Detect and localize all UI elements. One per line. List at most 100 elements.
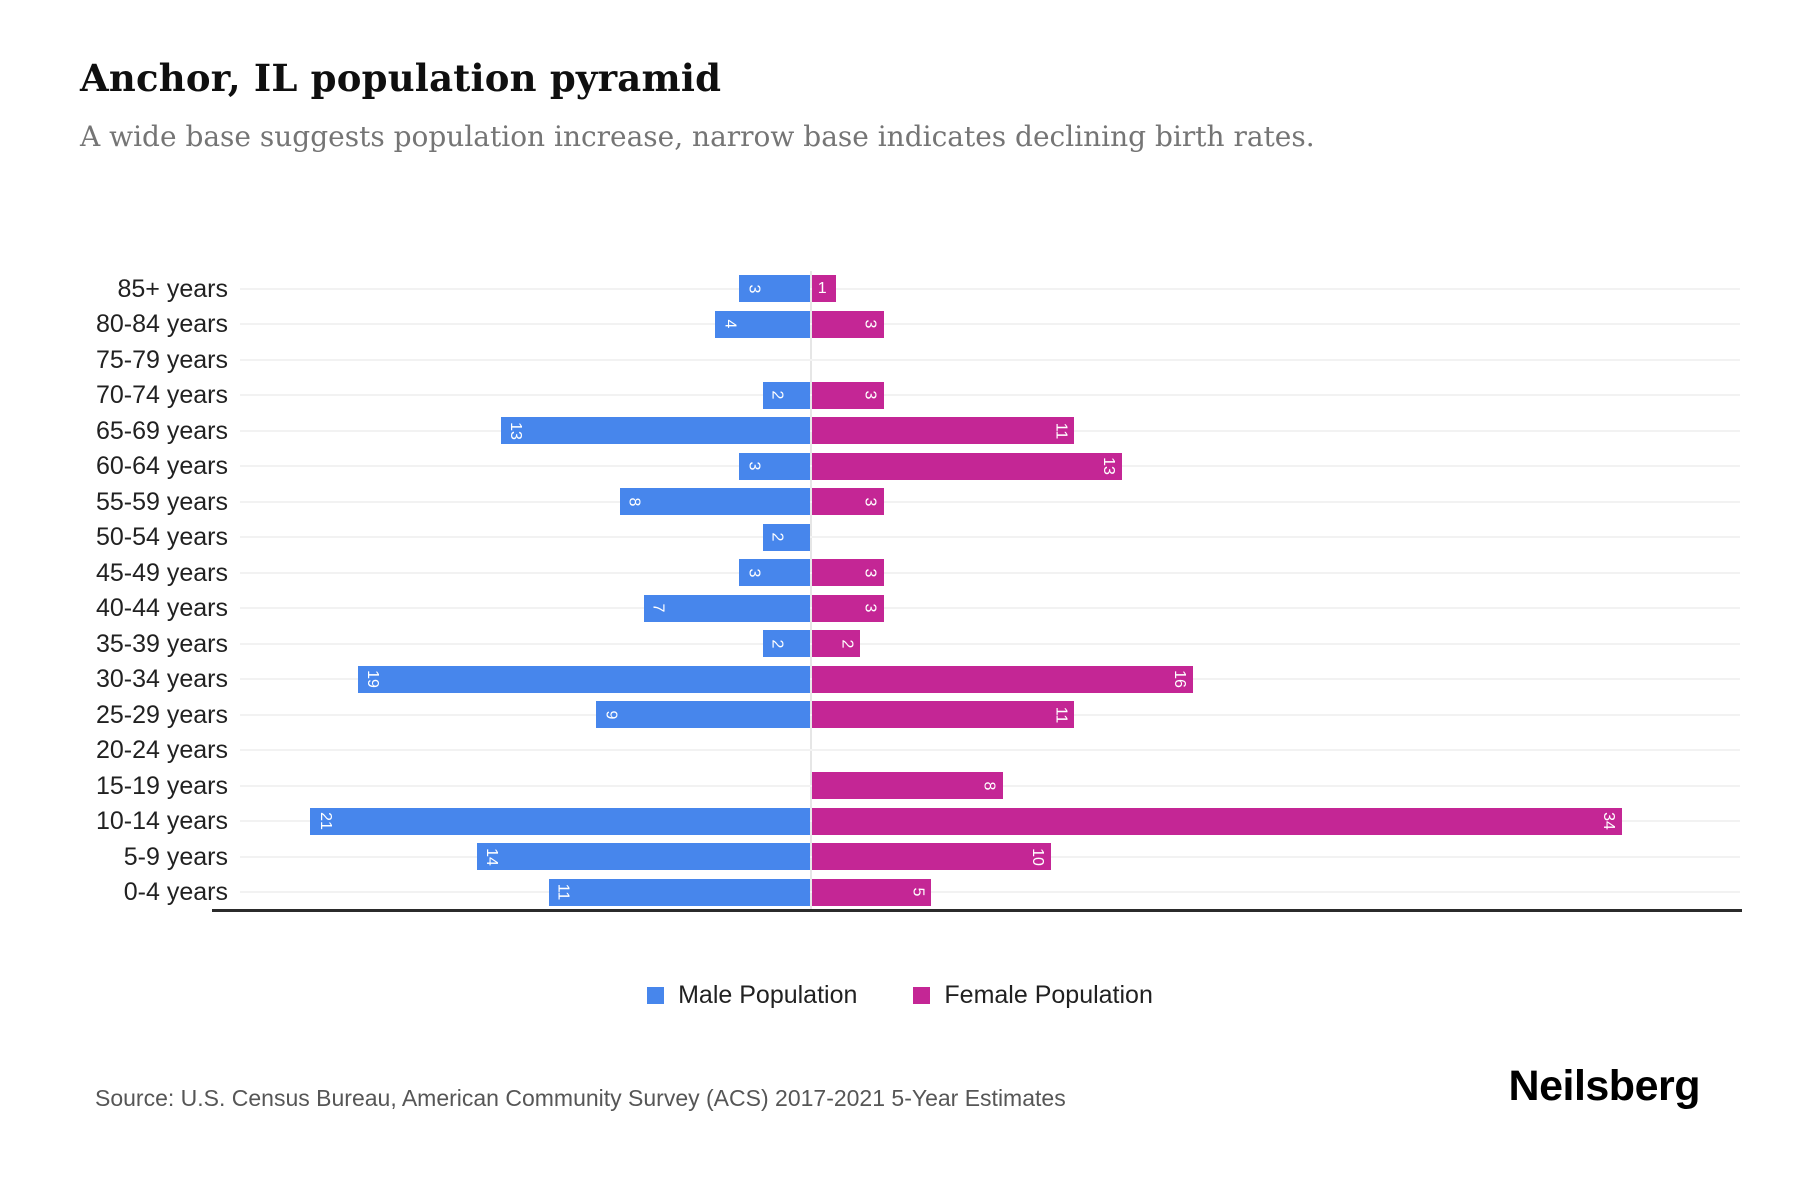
bar-female[interactable]: 3 — [812, 594, 884, 622]
male-legend-label: Male Population — [678, 981, 858, 1009]
bar-value-label: 5 — [909, 887, 927, 897]
bar-female[interactable]: 10 — [812, 843, 1051, 871]
bar-value-label: 14 — [483, 847, 501, 866]
y-axis-label: 65-69 years — [95, 416, 228, 445]
bar-male[interactable]: 3 — [739, 559, 811, 587]
bar-value-label: 3 — [745, 284, 762, 294]
bar-male[interactable]: 13 — [500, 417, 811, 445]
bar-value-label: 13 — [1099, 457, 1117, 476]
row-gridline — [240, 749, 1740, 752]
bar-female[interactable]: 3 — [812, 488, 884, 516]
bar-female[interactable]: 34 — [812, 807, 1622, 835]
page-subtitle: A wide base suggests population increase… — [80, 120, 1315, 153]
bar-value-label: 2 — [838, 639, 856, 649]
zero-gridline — [810, 271, 813, 910]
row-gridline — [240, 607, 1740, 610]
row-gridline — [240, 394, 1740, 397]
y-axis-label: 70-74 years — [95, 381, 228, 410]
row-gridline — [240, 358, 1740, 361]
bar-male[interactable]: 2 — [762, 630, 811, 658]
bar-male[interactable]: 4 — [715, 310, 811, 338]
x-axis-baseline — [212, 909, 1742, 912]
bar-value-label: 19 — [364, 670, 382, 689]
bar-value-label: 10 — [1028, 847, 1046, 866]
legend: Male Population Female Population — [0, 981, 1800, 1010]
y-axis-label: 10-14 years — [95, 807, 228, 836]
bar-male[interactable]: 11 — [548, 878, 811, 906]
y-axis-label: 85+ years — [117, 274, 229, 303]
bar-value-label: 11 — [1052, 706, 1070, 724]
bar-male[interactable]: 2 — [762, 381, 811, 409]
bar-value-label: 3 — [861, 390, 879, 400]
bar-female[interactable]: 3 — [812, 381, 884, 409]
plot-area: 3 1 4 3 2 3 13 11 3 13 8 3 2 3 3 7 3 2 2 19 16 9 11 8 21 34 14 10 11… — [212, 271, 1742, 912]
bar-value-label: 21 — [316, 812, 334, 831]
bar-value-label: 11 — [554, 883, 572, 901]
source-note: Source: U.S. Census Bureau, American Com… — [95, 1085, 1066, 1111]
row-gridline — [240, 571, 1740, 574]
y-axis-label: 0-4 years — [123, 878, 228, 907]
legend-item-female: Female Population — [913, 981, 1153, 1010]
bar-value-label: 7 — [649, 603, 667, 613]
bar-value-label: 3 — [861, 603, 879, 613]
bar-male[interactable]: 9 — [596, 701, 811, 729]
bar-value-label: 3 — [861, 568, 879, 578]
bar-female[interactable]: 11 — [812, 701, 1075, 729]
neilsberg-logo: Neilsberg — [1508, 1062, 1701, 1110]
y-axis-label: 35-39 years — [95, 629, 228, 658]
y-axis-label: 30-34 years — [95, 665, 228, 694]
bar-female[interactable]: 13 — [812, 452, 1122, 480]
y-axis-label: 60-64 years — [95, 452, 228, 481]
bar-value-label: 3 — [745, 461, 762, 471]
bar-value-label: 8 — [980, 781, 998, 791]
bar-value-label: 8 — [625, 497, 643, 507]
bar-female[interactable]: 16 — [812, 665, 1194, 693]
bar-value-label: 9 — [602, 710, 620, 720]
male-legend-swatch — [647, 987, 665, 1004]
row-gridline — [240, 323, 1740, 326]
bar-value-label: 2 — [768, 639, 786, 649]
legend-item-male: Male Population — [647, 981, 857, 1010]
bar-female[interactable]: 2 — [812, 630, 861, 658]
bar-female[interactable]: 11 — [812, 417, 1075, 445]
bar-value-label: 4 — [721, 319, 739, 329]
y-axis-label: 40-44 years — [95, 594, 228, 623]
bar-value-label: 13 — [506, 421, 524, 440]
bar-male[interactable]: 7 — [643, 594, 811, 622]
y-axis-label: 25-29 years — [95, 700, 228, 729]
bar-value-label: 2 — [768, 390, 786, 400]
bar-value-label: 3 — [745, 568, 762, 578]
bar-female[interactable]: 3 — [812, 559, 884, 587]
bar-male[interactable]: 8 — [619, 488, 811, 516]
y-axis-label: 5-9 years — [123, 842, 228, 871]
row-gridline — [240, 642, 1740, 645]
y-axis-label: 45-49 years — [95, 558, 228, 587]
bar-female[interactable]: 3 — [812, 310, 884, 338]
female-legend-label: Female Population — [944, 981, 1153, 1009]
bar-male[interactable]: 2 — [762, 523, 811, 551]
page-title: Anchor, IL population pyramid — [80, 56, 722, 100]
bar-female[interactable]: 1 — [812, 275, 837, 303]
bar-value-label: 11 — [1052, 422, 1070, 440]
bar-value-label: 2 — [768, 532, 786, 542]
bar-male[interactable]: 21 — [310, 807, 811, 835]
bar-male[interactable]: 19 — [358, 665, 811, 693]
row-gridline — [240, 891, 1740, 894]
bar-female[interactable]: 8 — [812, 772, 1003, 800]
bar-value-label: 16 — [1171, 670, 1189, 689]
y-axis-labels: 85+ years 80-84 years 75-79 years 70-74 yea… — [40, 271, 228, 910]
bar-male[interactable]: 3 — [739, 452, 811, 480]
y-axis-label: 55-59 years — [95, 487, 228, 516]
row-gridline — [240, 536, 1740, 539]
bar-male[interactable]: 14 — [477, 843, 811, 871]
bar-value-label: 1 — [817, 279, 827, 297]
y-axis-label: 20-24 years — [95, 736, 228, 765]
bar-female[interactable]: 5 — [812, 878, 932, 906]
y-axis-label: 80-84 years — [95, 310, 228, 339]
bar-value-label: 3 — [861, 319, 879, 329]
y-axis-label: 15-19 years — [95, 771, 228, 800]
bar-male[interactable]: 3 — [739, 275, 811, 303]
y-axis-label: 75-79 years — [95, 345, 228, 374]
row-gridline — [240, 500, 1740, 503]
